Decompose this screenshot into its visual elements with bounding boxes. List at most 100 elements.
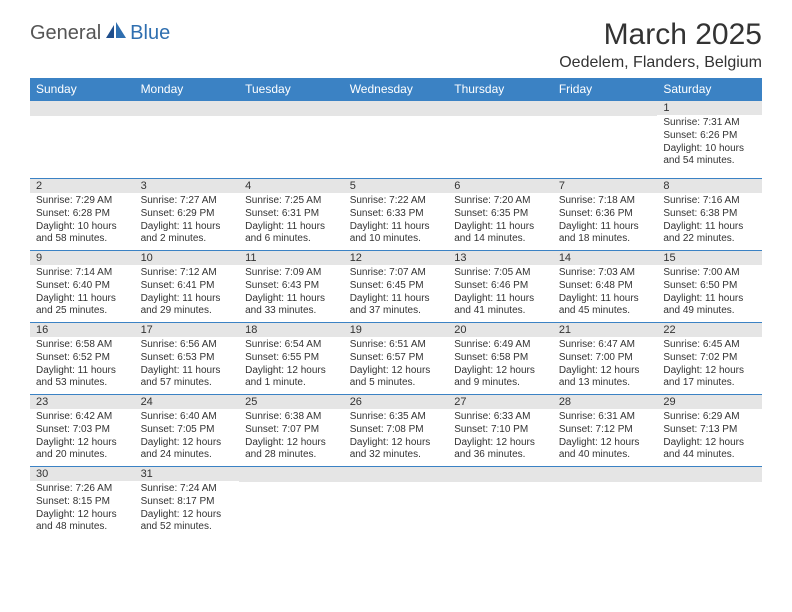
- day-number: 28: [553, 395, 658, 409]
- sunrise-text: Sunrise: 6:42 AM: [36, 411, 129, 424]
- calendar-cell: [448, 467, 553, 539]
- sunrise-text: Sunrise: 6:45 AM: [663, 339, 756, 352]
- sunset-text: Sunset: 7:02 PM: [663, 352, 756, 365]
- sunset-text: Sunset: 8:15 PM: [36, 496, 129, 509]
- empty-day-header: [239, 101, 344, 116]
- day-number: 12: [344, 251, 449, 265]
- calendar-cell: 14Sunrise: 7:03 AMSunset: 6:48 PMDayligh…: [553, 251, 658, 323]
- daylight-text: Daylight: 12 hours and 48 minutes.: [36, 509, 129, 535]
- sunset-text: Sunset: 6:57 PM: [350, 352, 443, 365]
- sunrise-text: Sunrise: 6:51 AM: [350, 339, 443, 352]
- sunset-text: Sunset: 6:48 PM: [559, 280, 652, 293]
- day-details: Sunrise: 6:38 AMSunset: 7:07 PMDaylight:…: [239, 409, 344, 464]
- day-details: Sunrise: 7:26 AMSunset: 8:15 PMDaylight:…: [30, 481, 135, 536]
- calendar-cell: 7Sunrise: 7:18 AMSunset: 6:36 PMDaylight…: [553, 179, 658, 251]
- daylight-text: Daylight: 11 hours and 41 minutes.: [454, 293, 547, 319]
- calendar-cell: 25Sunrise: 6:38 AMSunset: 7:07 PMDayligh…: [239, 395, 344, 467]
- day-details: Sunrise: 6:51 AMSunset: 6:57 PMDaylight:…: [344, 337, 449, 392]
- sunset-text: Sunset: 7:07 PM: [245, 424, 338, 437]
- sunset-text: Sunset: 6:26 PM: [663, 130, 756, 143]
- sunrise-text: Sunrise: 6:49 AM: [454, 339, 547, 352]
- sunrise-text: Sunrise: 6:40 AM: [141, 411, 234, 424]
- day-number: 10: [135, 251, 240, 265]
- sunrise-text: Sunrise: 7:00 AM: [663, 267, 756, 280]
- daylight-text: Daylight: 12 hours and 17 minutes.: [663, 365, 756, 391]
- day-number: 1: [657, 101, 762, 115]
- day-details: Sunrise: 7:16 AMSunset: 6:38 PMDaylight:…: [657, 193, 762, 248]
- sunset-text: Sunset: 6:40 PM: [36, 280, 129, 293]
- empty-day-header: [448, 467, 553, 482]
- calendar-week: 16Sunrise: 6:58 AMSunset: 6:52 PMDayligh…: [30, 323, 762, 395]
- daylight-text: Daylight: 12 hours and 40 minutes.: [559, 437, 652, 463]
- sunset-text: Sunset: 6:38 PM: [663, 208, 756, 221]
- daylight-text: Daylight: 11 hours and 18 minutes.: [559, 221, 652, 247]
- sunset-text: Sunset: 7:10 PM: [454, 424, 547, 437]
- day-details: Sunrise: 6:47 AMSunset: 7:00 PMDaylight:…: [553, 337, 658, 392]
- day-details: Sunrise: 7:14 AMSunset: 6:40 PMDaylight:…: [30, 265, 135, 320]
- day-details: Sunrise: 7:07 AMSunset: 6:45 PMDaylight:…: [344, 265, 449, 320]
- day-details: Sunrise: 7:22 AMSunset: 6:33 PMDaylight:…: [344, 193, 449, 248]
- day-header: Thursday: [448, 78, 553, 101]
- logo-text-general: General: [30, 22, 101, 45]
- day-number: 16: [30, 323, 135, 337]
- day-header: Tuesday: [239, 78, 344, 101]
- sunrise-text: Sunrise: 7:26 AM: [36, 483, 129, 496]
- sunrise-text: Sunrise: 6:38 AM: [245, 411, 338, 424]
- day-number: 7: [553, 179, 658, 193]
- daylight-text: Daylight: 11 hours and 14 minutes.: [454, 221, 547, 247]
- logo-sail-icon: [105, 22, 127, 45]
- sunset-text: Sunset: 6:50 PM: [663, 280, 756, 293]
- sunrise-text: Sunrise: 6:54 AM: [245, 339, 338, 352]
- calendar-cell: 16Sunrise: 6:58 AMSunset: 6:52 PMDayligh…: [30, 323, 135, 395]
- sunrise-text: Sunrise: 6:29 AM: [663, 411, 756, 424]
- day-details: Sunrise: 7:27 AMSunset: 6:29 PMDaylight:…: [135, 193, 240, 248]
- sunrise-text: Sunrise: 6:47 AM: [559, 339, 652, 352]
- sunset-text: Sunset: 6:28 PM: [36, 208, 129, 221]
- calendar-cell: 5Sunrise: 7:22 AMSunset: 6:33 PMDaylight…: [344, 179, 449, 251]
- calendar-cell: 9Sunrise: 7:14 AMSunset: 6:40 PMDaylight…: [30, 251, 135, 323]
- sunset-text: Sunset: 6:45 PM: [350, 280, 443, 293]
- calendar-week: 9Sunrise: 7:14 AMSunset: 6:40 PMDaylight…: [30, 251, 762, 323]
- sunset-text: Sunset: 6:35 PM: [454, 208, 547, 221]
- calendar-cell: 3Sunrise: 7:27 AMSunset: 6:29 PMDaylight…: [135, 179, 240, 251]
- sunrise-text: Sunrise: 7:22 AM: [350, 195, 443, 208]
- day-details: Sunrise: 6:56 AMSunset: 6:53 PMDaylight:…: [135, 337, 240, 392]
- empty-day-header: [657, 467, 762, 482]
- daylight-text: Daylight: 12 hours and 5 minutes.: [350, 365, 443, 391]
- sunset-text: Sunset: 7:13 PM: [663, 424, 756, 437]
- day-details: Sunrise: 6:58 AMSunset: 6:52 PMDaylight:…: [30, 337, 135, 392]
- sunrise-text: Sunrise: 6:58 AM: [36, 339, 129, 352]
- calendar-cell: 19Sunrise: 6:51 AMSunset: 6:57 PMDayligh…: [344, 323, 449, 395]
- sunrise-text: Sunrise: 7:24 AM: [141, 483, 234, 496]
- calendar-cell: 26Sunrise: 6:35 AMSunset: 7:08 PMDayligh…: [344, 395, 449, 467]
- empty-day-header: [135, 101, 240, 116]
- calendar-cell: 1Sunrise: 7:31 AMSunset: 6:26 PMDaylight…: [657, 101, 762, 179]
- day-details: Sunrise: 7:31 AMSunset: 6:26 PMDaylight:…: [657, 115, 762, 170]
- sunrise-text: Sunrise: 7:12 AM: [141, 267, 234, 280]
- daylight-text: Daylight: 11 hours and 22 minutes.: [663, 221, 756, 247]
- day-details: Sunrise: 6:45 AMSunset: 7:02 PMDaylight:…: [657, 337, 762, 392]
- day-details: Sunrise: 7:18 AMSunset: 6:36 PMDaylight:…: [553, 193, 658, 248]
- daylight-text: Daylight: 12 hours and 32 minutes.: [350, 437, 443, 463]
- sunset-text: Sunset: 6:41 PM: [141, 280, 234, 293]
- day-number: 21: [553, 323, 658, 337]
- sunset-text: Sunset: 6:52 PM: [36, 352, 129, 365]
- calendar-cell: 29Sunrise: 6:29 AMSunset: 7:13 PMDayligh…: [657, 395, 762, 467]
- daylight-text: Daylight: 11 hours and 29 minutes.: [141, 293, 234, 319]
- sunset-text: Sunset: 7:05 PM: [141, 424, 234, 437]
- day-header: Sunday: [30, 78, 135, 101]
- day-details: Sunrise: 6:29 AMSunset: 7:13 PMDaylight:…: [657, 409, 762, 464]
- day-details: Sunrise: 6:49 AMSunset: 6:58 PMDaylight:…: [448, 337, 553, 392]
- page: General Blue March 2025 Oedelem, Flander…: [0, 0, 792, 549]
- calendar-cell: 11Sunrise: 7:09 AMSunset: 6:43 PMDayligh…: [239, 251, 344, 323]
- day-number: 22: [657, 323, 762, 337]
- sunrise-text: Sunrise: 7:05 AM: [454, 267, 547, 280]
- calendar-week: 1Sunrise: 7:31 AMSunset: 6:26 PMDaylight…: [30, 101, 762, 179]
- empty-day-header: [344, 101, 449, 116]
- sunrise-text: Sunrise: 7:29 AM: [36, 195, 129, 208]
- calendar-cell: 15Sunrise: 7:00 AMSunset: 6:50 PMDayligh…: [657, 251, 762, 323]
- day-number: 18: [239, 323, 344, 337]
- daylight-text: Daylight: 10 hours and 58 minutes.: [36, 221, 129, 247]
- calendar-cell: [657, 467, 762, 539]
- daylight-text: Daylight: 11 hours and 45 minutes.: [559, 293, 652, 319]
